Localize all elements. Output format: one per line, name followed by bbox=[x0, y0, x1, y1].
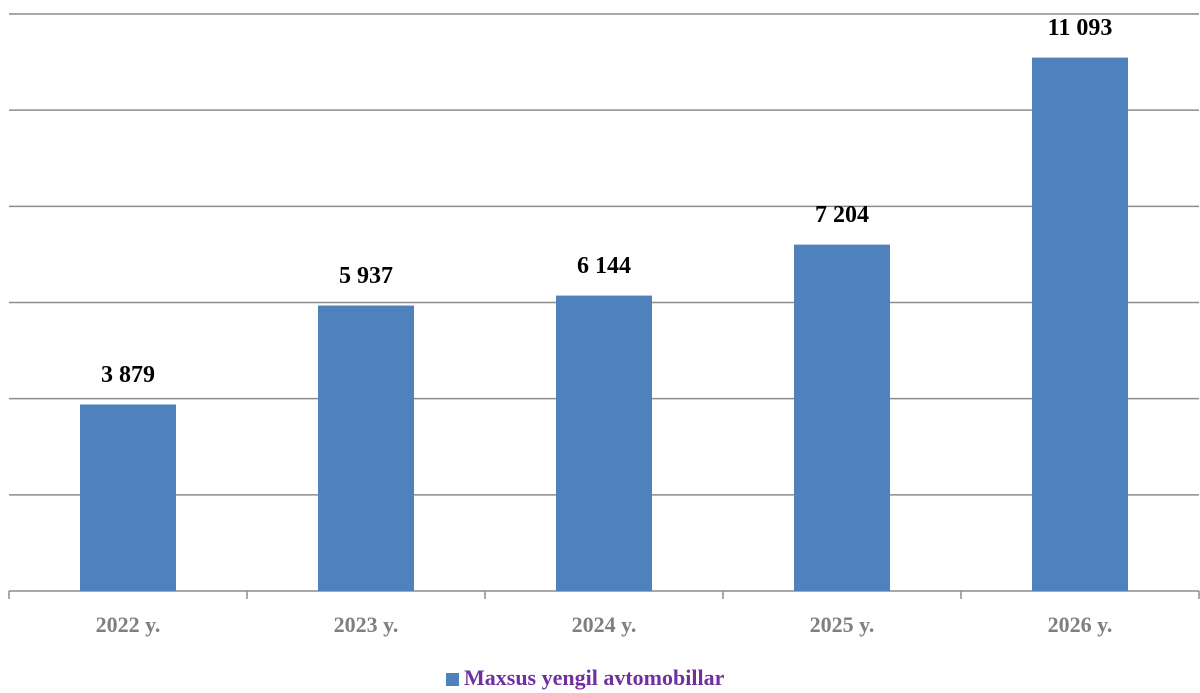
bar bbox=[318, 305, 414, 591]
data-label: 7 204 bbox=[815, 202, 869, 228]
data-label: 5 937 bbox=[339, 263, 393, 289]
data-label: 11 093 bbox=[1048, 15, 1113, 41]
data-label: 6 144 bbox=[577, 253, 631, 279]
bar bbox=[556, 295, 652, 591]
bar bbox=[1032, 57, 1128, 592]
legend-swatch bbox=[446, 673, 459, 686]
x-tick-label: 2025 y. bbox=[810, 612, 875, 637]
bar bbox=[794, 244, 890, 591]
x-tick-label: 2024 y. bbox=[572, 612, 637, 637]
bar bbox=[80, 404, 176, 591]
x-tick-label: 2022 y. bbox=[96, 612, 161, 637]
x-tick-label: 2023 y. bbox=[334, 612, 399, 637]
data-label: 3 879 bbox=[101, 362, 155, 388]
x-tick-label: 2026 y. bbox=[1048, 612, 1113, 637]
legend-label: Maxsus yengil avtomobillar bbox=[464, 665, 725, 690]
